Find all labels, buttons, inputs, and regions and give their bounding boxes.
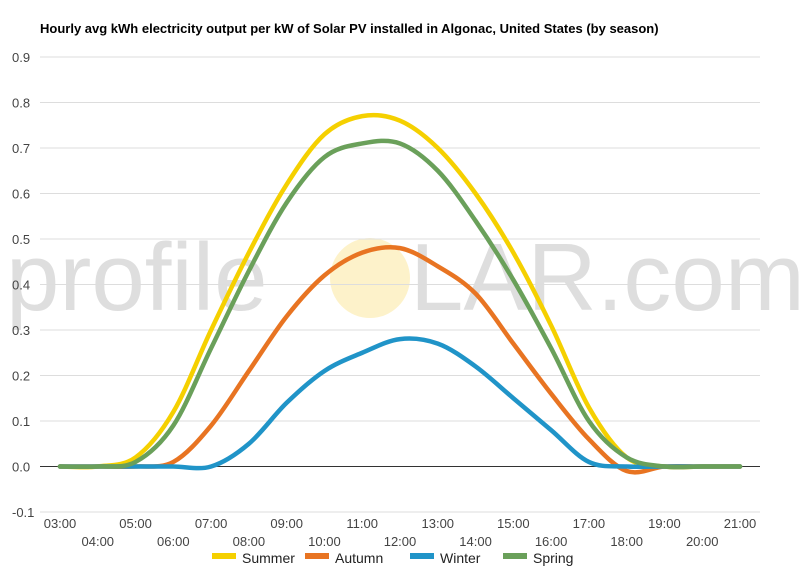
y-tick-label: 0.5: [12, 232, 30, 247]
x-tick-label: 07:00: [195, 516, 228, 531]
legend: Summer Autumn Winter Spring: [212, 550, 573, 566]
x-tick-label: 20:00: [686, 534, 719, 549]
legend-swatch-winter: [410, 553, 434, 559]
series-lines: [57, 112, 743, 475]
y-tick-label: 0.1: [12, 414, 30, 429]
y-tick-label: 0.4: [12, 278, 30, 293]
legend-swatch-autumn: [305, 553, 329, 559]
x-tick-label: 11:00: [346, 516, 378, 531]
y-tick-label: 0.3: [12, 323, 30, 338]
y-axis-labels: -0.1 0.0 0.1 0.2 0.3 0.4 0.5 0.6 0.7 0.8 0.9: [12, 50, 34, 520]
chart-title: Hourly avg kWh electricity output per kW…: [40, 21, 659, 36]
x-tick-label: 15:00: [497, 516, 530, 531]
y-tick-label: 0.2: [12, 369, 30, 384]
x-axis-labels: 03:00 04:00 05:00 06:00 07:00 08:00 09:00 10:00…: [44, 516, 757, 549]
x-tick-label: 05:00: [119, 516, 152, 531]
x-tick-label: 04:00: [82, 534, 115, 549]
x-tick-label: 14:00: [459, 534, 492, 549]
x-tick-label: 12:00: [384, 534, 417, 549]
watermark-left-text: profile: [6, 224, 267, 331]
y-tick-label: 0.6: [12, 187, 30, 202]
grid-lines: [40, 56, 760, 513]
y-tick-label: 0.7: [12, 141, 30, 156]
x-tick-label: 03:00: [44, 516, 77, 531]
x-tick-label: 13:00: [422, 516, 455, 531]
watermark-right-text: LAR.com: [410, 224, 800, 331]
x-tick-label: 08:00: [233, 534, 266, 549]
legend-label-spring: Spring: [533, 550, 573, 566]
y-tick-label: -0.1: [12, 505, 34, 520]
legend-swatch-summer: [212, 553, 236, 559]
x-tick-label: 18:00: [610, 534, 643, 549]
legend-label-autumn: Autumn: [335, 550, 383, 566]
series-line-spring: [57, 138, 743, 470]
legend-label-winter: Winter: [440, 550, 481, 566]
x-tick-label: 10:00: [308, 534, 341, 549]
legend-label-summer: Summer: [242, 550, 295, 566]
y-tick-label: 0.8: [12, 96, 30, 111]
x-tick-label: 09:00: [270, 516, 303, 531]
legend-swatch-spring: [503, 553, 527, 559]
x-tick-label: 19:00: [648, 516, 681, 531]
y-tick-label: 0.9: [12, 50, 30, 65]
x-tick-label: 06:00: [157, 534, 190, 549]
x-tick-label: 17:00: [573, 516, 606, 531]
watermark: profile LAR.com: [6, 224, 800, 331]
series-line-autumn: [57, 244, 743, 475]
x-tick-label: 21:00: [724, 516, 757, 531]
series-line-winter: [57, 336, 743, 471]
y-tick-label: 0.0: [12, 460, 30, 475]
x-tick-label: 16:00: [535, 534, 568, 549]
